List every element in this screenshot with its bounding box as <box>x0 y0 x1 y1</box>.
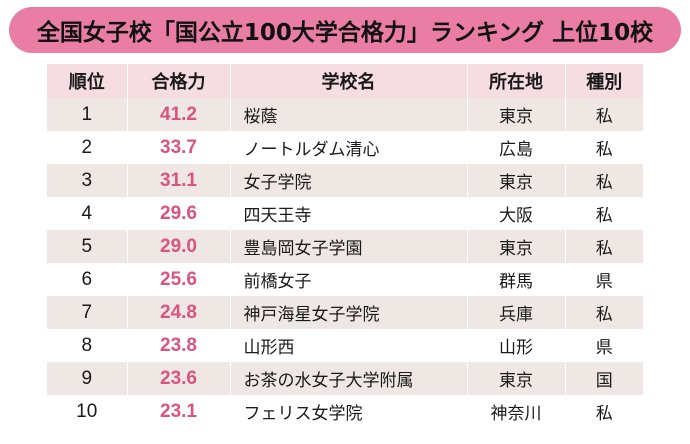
school-cell: ノートルダム清心 <box>243 140 380 160</box>
location-cell: 大阪 <box>499 206 533 226</box>
header-type: 種別 <box>564 64 643 98</box>
score-cell: 25.6 <box>160 268 197 290</box>
rank-cell: 4 <box>81 202 93 224</box>
rank-cell: 10 <box>76 400 98 422</box>
rank-cell: 8 <box>81 334 93 356</box>
table-row: 6 25.6 前橋女子 群馬 県 <box>47 263 643 296</box>
table-row: 2 33.7 ノートルダム清心 広島 私 <box>47 131 643 164</box>
location-cell: 東京 <box>466 362 565 395</box>
location-cell: 山形 <box>499 338 533 358</box>
location-cell: 神奈川 <box>490 404 542 424</box>
rank-cell: 2 <box>81 136 93 158</box>
score-cell: 23.1 <box>160 400 197 422</box>
table-row: 7 24.8 神戸海星女子学院 兵庫 私 <box>47 296 643 329</box>
table-row: 8 23.8 山形西 山形 県 <box>47 329 643 362</box>
type-cell: 私 <box>595 206 613 226</box>
score-cell: 29.0 <box>126 230 230 263</box>
page-title: 全国女子校「国公立100大学合格力」ランキング 上位10校 <box>36 20 654 46</box>
type-cell: 県 <box>595 272 613 292</box>
rank-cell: 3 <box>81 169 93 191</box>
score-cell: 23.8 <box>160 334 197 356</box>
title-banner: 全国女子校「国公立100大学合格力」ランキング 上位10校 <box>9 7 681 53</box>
type-cell: 私 <box>564 164 643 197</box>
type-cell: 国 <box>564 362 643 395</box>
table-row: 1 41.2 桜蔭 東京 私 <box>47 98 643 131</box>
school-cell: 山形西 <box>243 338 295 358</box>
school-cell: 豊島岡女子学園 <box>229 230 467 263</box>
school-cell: フェリス女学院 <box>243 404 363 424</box>
location-cell: 広島 <box>499 140 533 160</box>
school-cell: 桜蔭 <box>229 98 467 131</box>
rank-cell: 7 <box>81 301 93 323</box>
header-rank: 順位 <box>68 72 105 93</box>
location-cell: 東京 <box>466 230 565 263</box>
score-cell: 41.2 <box>126 98 230 131</box>
rank-cell: 6 <box>81 268 93 290</box>
score-cell: 24.8 <box>126 296 230 329</box>
school-cell: 女子学院 <box>229 164 467 197</box>
score-cell: 23.6 <box>126 362 230 395</box>
header-location: 所在地 <box>466 64 565 98</box>
header-score: 合格力 <box>126 64 230 98</box>
type-cell: 私 <box>564 296 643 329</box>
type-cell: 私 <box>564 230 643 263</box>
location-cell: 群馬 <box>499 272 533 292</box>
school-cell: 前橋女子 <box>243 272 312 292</box>
table-row: 3 31.1 女子学院 東京 私 <box>47 164 643 197</box>
school-cell: お茶の水女子大学附属 <box>229 362 467 395</box>
score-cell: 29.6 <box>160 202 197 224</box>
school-cell: 神戸海星女子学院 <box>229 296 467 329</box>
table-row: 4 29.6 四天王寺 大阪 私 <box>47 197 643 230</box>
table-row: 10 23.1 フェリス女学院 神奈川 私 <box>47 395 643 428</box>
table-header-row: 順位 合格力 学校名 所在地 種別 <box>47 64 643 98</box>
location-cell: 東京 <box>466 164 565 197</box>
type-cell: 私 <box>564 98 643 131</box>
type-cell: 私 <box>595 140 613 160</box>
type-cell: 県 <box>595 338 613 358</box>
table-row: 5 29.0 豊島岡女子学園 東京 私 <box>47 230 643 263</box>
location-cell: 兵庫 <box>466 296 565 329</box>
score-cell: 31.1 <box>126 164 230 197</box>
header-school: 学校名 <box>229 64 467 98</box>
score-cell: 33.7 <box>160 136 197 158</box>
table-row: 9 23.6 お茶の水女子大学附属 東京 国 <box>47 362 643 395</box>
rank-cell: 9 <box>81 367 93 389</box>
school-cell: 四天王寺 <box>243 206 312 226</box>
location-cell: 東京 <box>466 98 565 131</box>
rank-cell: 1 <box>81 103 93 125</box>
rank-cell: 5 <box>81 235 93 257</box>
ranking-table: 順位 合格力 学校名 所在地 種別 1 41.2 桜蔭 東京 私 2 33.7 … <box>47 64 643 428</box>
type-cell: 私 <box>595 404 613 424</box>
